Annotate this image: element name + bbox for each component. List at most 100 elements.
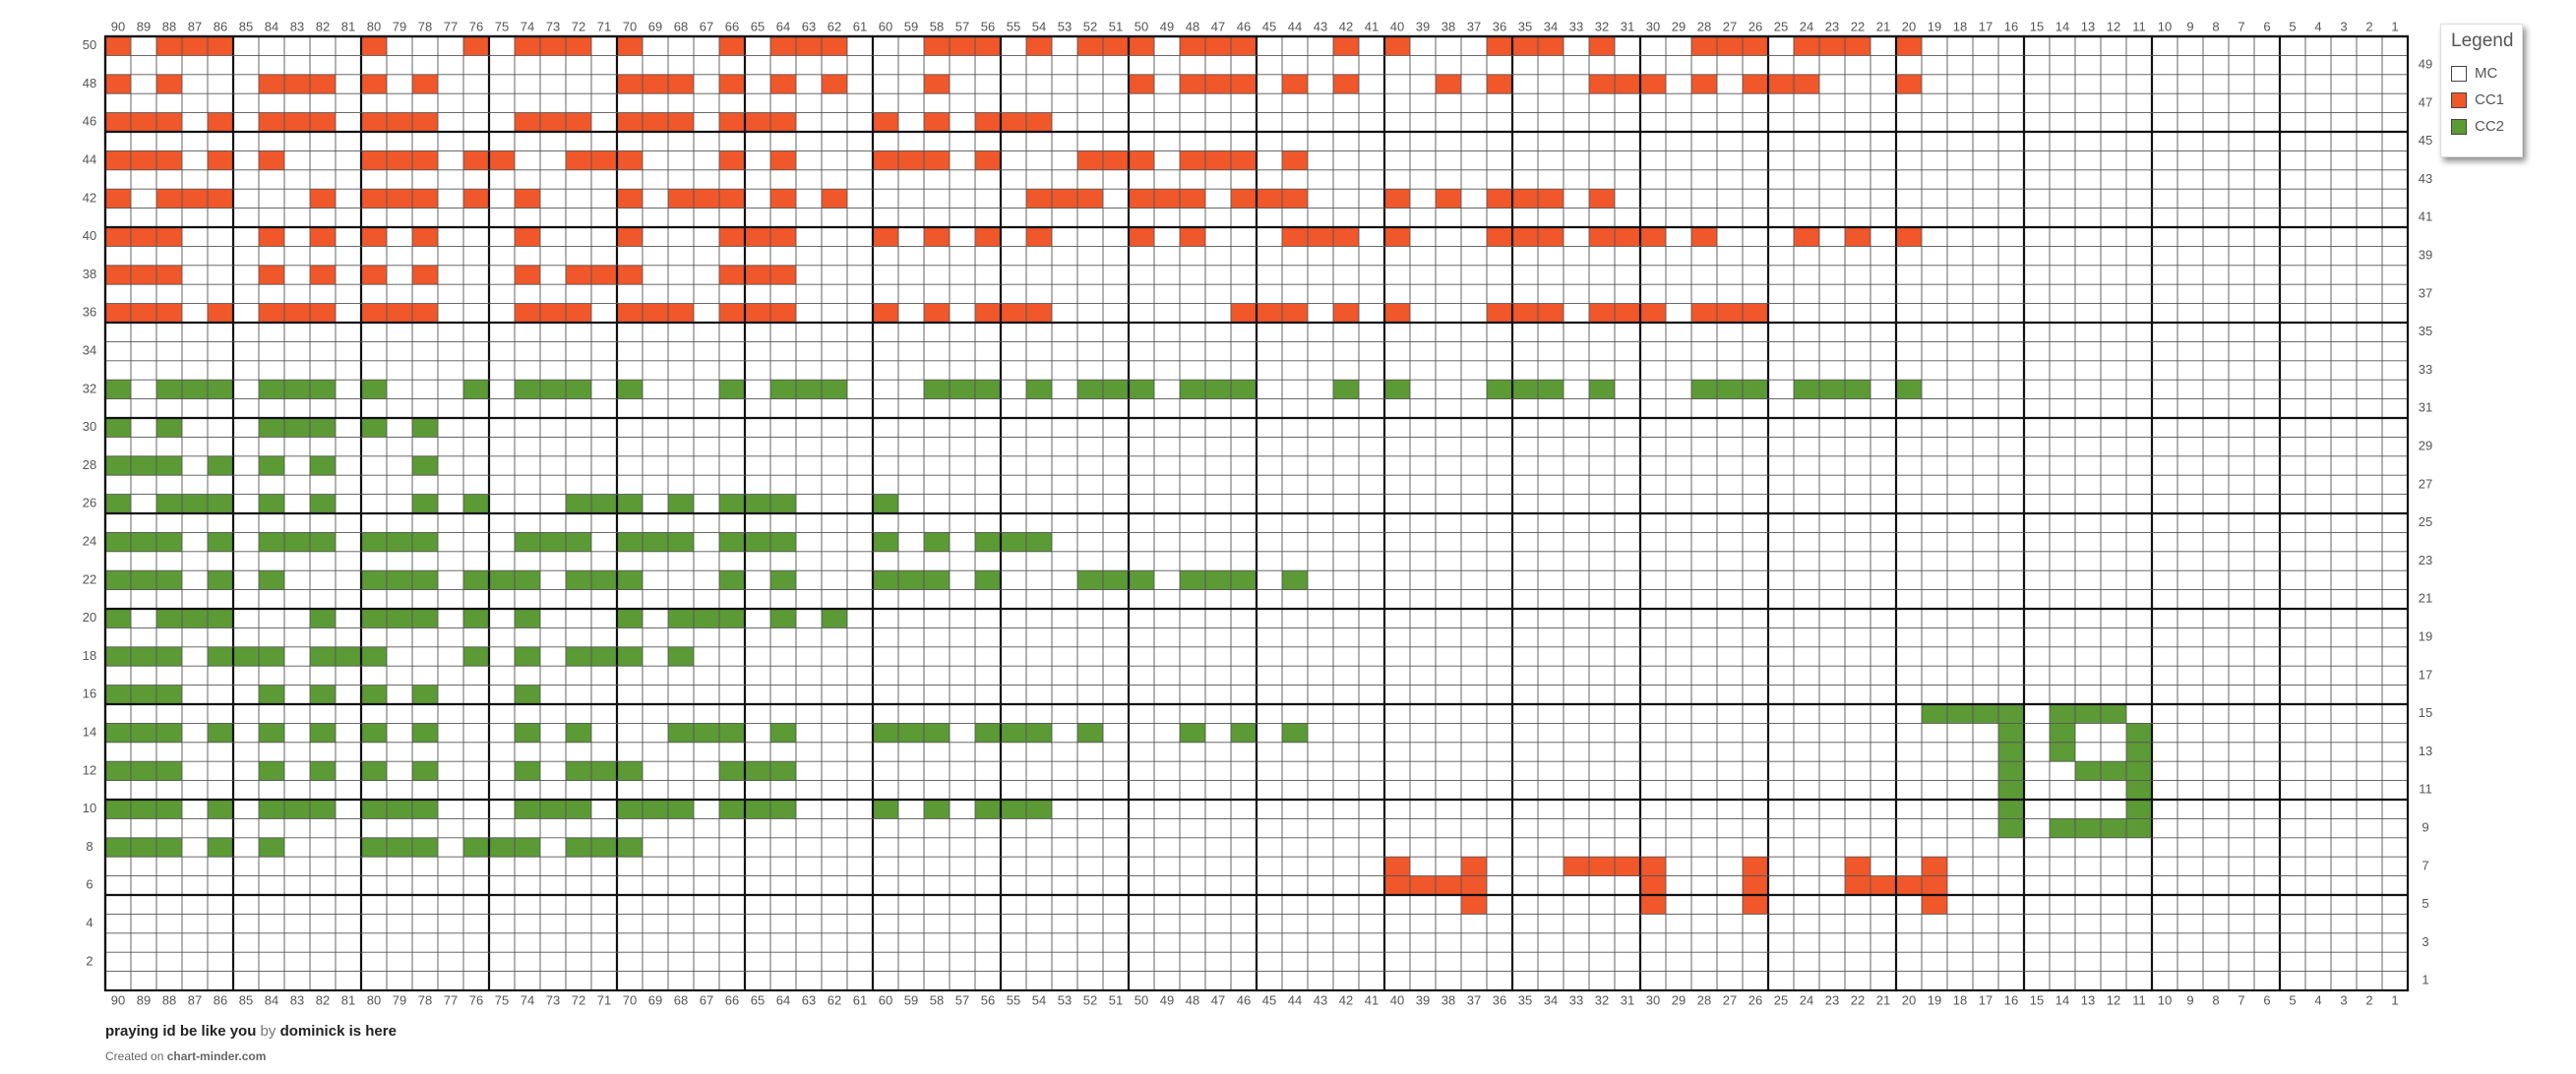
stitch xyxy=(105,646,131,667)
column-label-top: 57 xyxy=(955,19,969,33)
column-label-top: 54 xyxy=(1032,19,1046,33)
row-label-right: 9 xyxy=(2422,820,2428,835)
column-label-bottom: 34 xyxy=(1544,992,1558,1007)
stitch xyxy=(745,494,770,513)
stitch xyxy=(1640,74,1666,94)
stitch xyxy=(745,303,770,323)
stitch xyxy=(208,570,233,590)
stitch xyxy=(1691,74,1717,94)
stitch xyxy=(1180,227,1205,247)
stitch xyxy=(387,837,412,858)
stitch xyxy=(361,265,387,285)
stitch xyxy=(259,265,284,285)
column-label-top: 9 xyxy=(2186,19,2193,33)
column-label-bottom: 38 xyxy=(1441,992,1455,1007)
stitch xyxy=(515,837,540,858)
stitch xyxy=(1768,74,1794,94)
stitch xyxy=(156,112,182,132)
stitch xyxy=(1512,227,1538,247)
stitch xyxy=(924,150,950,170)
row-label-right: 7 xyxy=(2422,858,2428,872)
stitch xyxy=(719,74,745,94)
column-label-top: 5 xyxy=(2289,19,2296,33)
column-label-top: 25 xyxy=(1774,19,1788,33)
stitch xyxy=(105,609,131,628)
stitch xyxy=(617,189,643,209)
column-label-bottom: 61 xyxy=(853,992,867,1007)
column-label-bottom: 57 xyxy=(955,992,969,1007)
stitch xyxy=(463,36,489,56)
stitch xyxy=(310,112,336,132)
stitch xyxy=(1691,303,1717,323)
column-label-bottom: 72 xyxy=(572,992,585,1007)
stitch xyxy=(310,265,336,285)
column-label-bottom: 14 xyxy=(2055,992,2069,1007)
column-label-top: 36 xyxy=(1493,19,1506,33)
stitch xyxy=(361,570,387,590)
stitch xyxy=(1026,36,1052,56)
stitch xyxy=(310,227,336,247)
column-label-bottom: 24 xyxy=(1800,992,1813,1007)
column-label-top: 8 xyxy=(2212,19,2219,33)
stitch xyxy=(2050,704,2075,724)
stitch xyxy=(668,303,694,323)
stitch xyxy=(515,189,540,209)
stitch xyxy=(1205,74,1231,94)
stitch xyxy=(1333,303,1359,323)
stitch xyxy=(131,112,156,132)
stitch xyxy=(105,189,131,209)
stitch xyxy=(873,494,898,513)
column-label-bottom: 30 xyxy=(1646,992,1660,1007)
stitch xyxy=(412,150,438,170)
stitch xyxy=(1001,723,1026,743)
stitch xyxy=(156,303,182,323)
column-label-bottom: 4 xyxy=(2314,992,2321,1007)
stitch xyxy=(1180,570,1205,590)
stitch xyxy=(361,189,387,209)
stitch xyxy=(1691,380,1717,399)
column-label-bottom: 75 xyxy=(495,992,509,1007)
stitch xyxy=(566,646,591,667)
stitch xyxy=(668,609,694,628)
stitch xyxy=(975,36,1001,56)
stitch xyxy=(1103,36,1129,56)
column-label-top: 7 xyxy=(2238,19,2244,33)
column-label-top: 56 xyxy=(981,19,995,33)
column-label-bottom: 5 xyxy=(2289,992,2296,1007)
stitch xyxy=(694,609,719,628)
column-label-bottom: 16 xyxy=(2004,992,2018,1007)
column-label-bottom: 27 xyxy=(1723,992,1737,1007)
stitch xyxy=(412,74,438,94)
stitch xyxy=(617,227,643,247)
column-label-top: 75 xyxy=(495,19,509,33)
stitch xyxy=(489,150,515,170)
stitch xyxy=(1129,189,1154,209)
column-label-bottom: 47 xyxy=(1211,992,1225,1007)
stitch xyxy=(156,570,182,590)
column-label-top: 23 xyxy=(1825,19,1839,33)
row-label-right: 23 xyxy=(2419,553,2432,567)
stitch xyxy=(1743,895,1768,915)
stitch xyxy=(1333,227,1359,247)
stitch xyxy=(105,265,131,285)
stitch xyxy=(105,532,131,552)
stitch xyxy=(515,303,540,323)
column-label-bottom: 26 xyxy=(1748,992,1762,1007)
column-label-bottom: 62 xyxy=(828,992,841,1007)
stitch xyxy=(310,646,336,667)
stitch xyxy=(617,532,643,552)
stitch xyxy=(208,532,233,552)
stitch xyxy=(566,494,591,513)
stitch xyxy=(1384,875,1410,895)
stitch xyxy=(131,532,156,552)
stitch xyxy=(1257,189,1282,209)
column-label-bottom: 36 xyxy=(1493,992,1506,1007)
stitch xyxy=(924,570,950,590)
stitch xyxy=(361,800,387,819)
stitch xyxy=(668,723,694,743)
legend-swatch xyxy=(2451,65,2467,82)
legend-item: CC1 xyxy=(2451,87,2512,113)
author: dominick is here xyxy=(279,1023,397,1040)
column-label-bottom: 54 xyxy=(1032,992,1046,1007)
stitch xyxy=(540,800,566,819)
